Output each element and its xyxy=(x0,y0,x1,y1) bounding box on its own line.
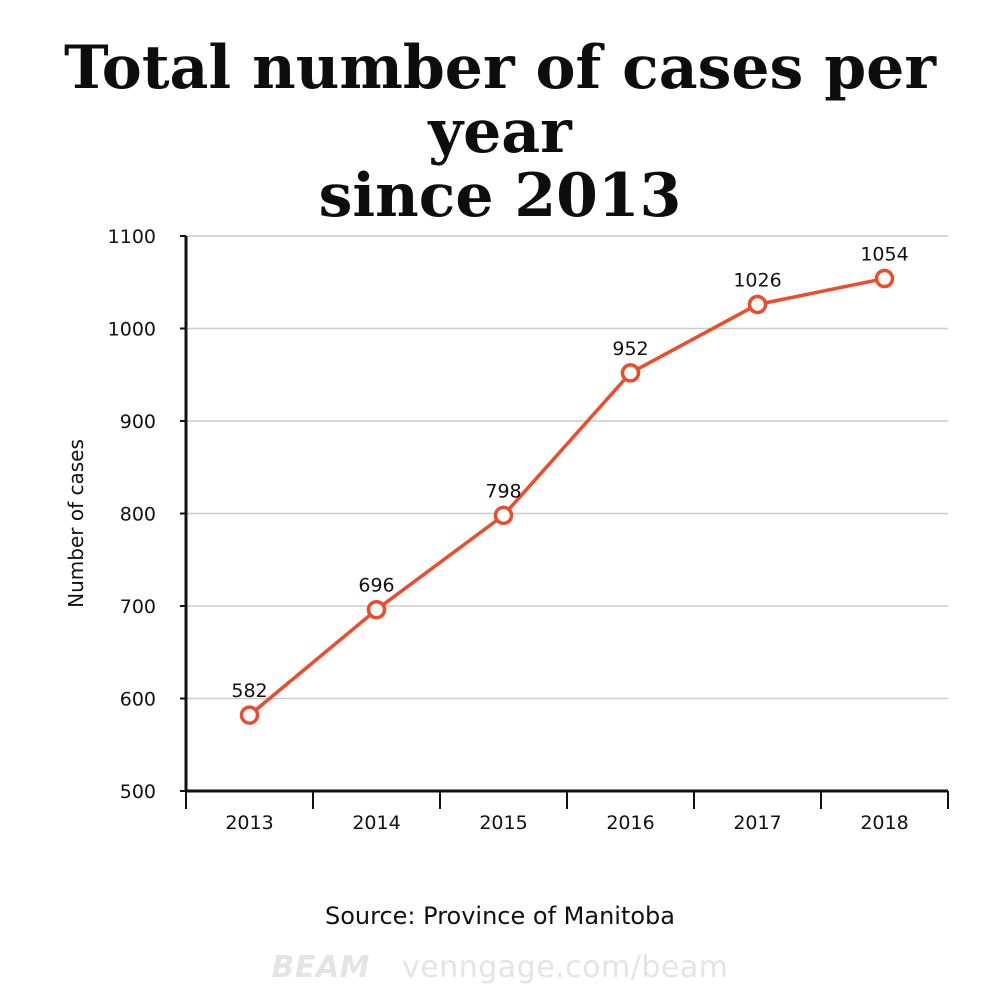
data-point xyxy=(366,599,387,620)
source-note: Source: Province of Manitoba xyxy=(325,902,675,930)
data-point xyxy=(239,705,260,725)
y-tick-label: 800 xyxy=(120,504,156,526)
data-point xyxy=(747,294,768,315)
x-tick-label: 2015 xyxy=(479,812,527,834)
watermark: BEAM venngage.com/beam xyxy=(0,950,1000,985)
chart-title-line-2: since 2013 xyxy=(318,161,682,231)
x-tick-label: 2013 xyxy=(225,812,273,834)
brand-logo: BEAM xyxy=(271,950,370,985)
data-series xyxy=(239,268,895,725)
y-axis-title: Number of cases xyxy=(64,439,88,608)
brand-url: venngage.com/beam xyxy=(401,950,729,985)
data-labels: 582 696 798 952 1026 1054 xyxy=(231,244,908,703)
data-point xyxy=(493,505,514,526)
data-label: 1054 xyxy=(860,244,908,266)
data-point xyxy=(874,268,895,289)
y-tick-label: 1000 xyxy=(108,319,156,341)
axes: 500 600 700 800 900 1000 1100 2013 2014 2015 2016 2… xyxy=(64,226,949,834)
chart-title-line-1: Total number of cases per year xyxy=(64,33,936,167)
data-label: 952 xyxy=(612,338,648,360)
gridlines xyxy=(186,235,948,700)
x-tick-label: 2014 xyxy=(352,812,400,834)
data-label: 1026 xyxy=(733,269,781,291)
x-tick-label: 2017 xyxy=(733,812,781,834)
series-line xyxy=(248,276,885,717)
y-tick-label: 900 xyxy=(120,411,156,433)
y-tick-label: 1100 xyxy=(108,226,156,248)
chart-title: Total number of cases per year since 201… xyxy=(0,36,1000,228)
data-label: 696 xyxy=(358,575,394,597)
data-label: 582 xyxy=(231,680,267,702)
data-point xyxy=(620,363,641,383)
y-tick-label: 600 xyxy=(120,689,156,711)
y-tick-label: 500 xyxy=(120,781,156,803)
y-tick-label: 700 xyxy=(120,596,156,618)
x-tick-label: 2018 xyxy=(860,812,908,834)
x-tick-label: 2016 xyxy=(606,812,654,834)
data-label: 798 xyxy=(485,480,521,502)
